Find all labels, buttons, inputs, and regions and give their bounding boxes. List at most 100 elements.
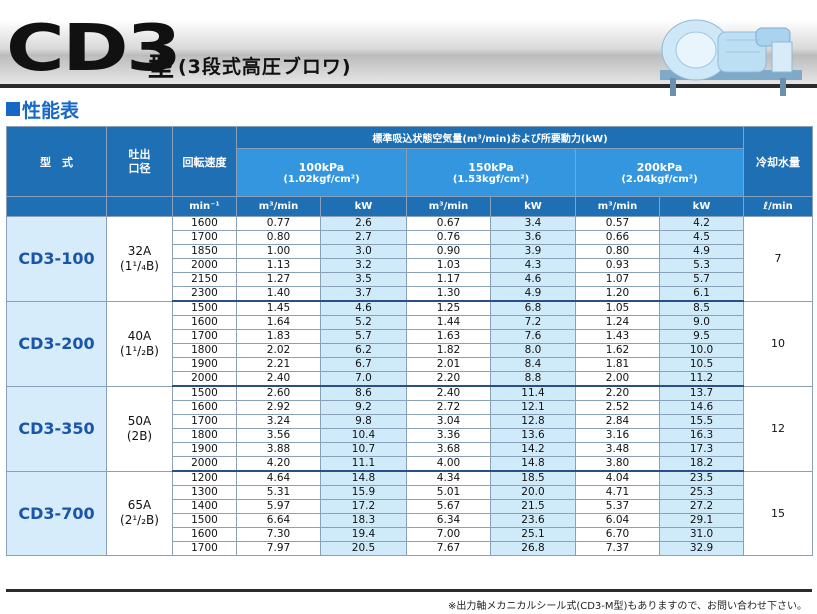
flow-cell: 7.67 xyxy=(406,541,491,556)
power-cell: 7.2 xyxy=(490,315,576,330)
flow-cell: 4.64 xyxy=(236,470,321,486)
power-cell: 8.0 xyxy=(490,343,576,358)
power-cell: 3.5 xyxy=(320,272,407,287)
flow-cell: 2.60 xyxy=(236,385,321,401)
model-description: (3段式高圧ブロワ) xyxy=(178,56,352,78)
speed-cell: 2000 xyxy=(172,258,237,273)
speed-cell: 2300 xyxy=(172,286,237,302)
flow-cell: 3.68 xyxy=(406,442,491,457)
power-cell: 3.7 xyxy=(320,286,407,302)
speed-cell: 1500 xyxy=(172,300,237,316)
flow-cell: 0.80 xyxy=(236,230,321,245)
power-cell: 4.5 xyxy=(658,230,745,245)
power-cell: 25.1 xyxy=(490,527,576,542)
power-cell: 31.0 xyxy=(658,527,745,542)
cooling-water: 10 xyxy=(743,300,814,387)
flow-cell: 1.83 xyxy=(236,329,321,344)
flow-cell: 1.24 xyxy=(575,315,660,330)
table-row: 1700 7.97 20.5 7.67 26.8 7.37 32.9 xyxy=(7,541,813,556)
flow-cell: 4.20 xyxy=(236,456,321,472)
blower-product-image xyxy=(660,19,802,96)
flow-cell: 2.20 xyxy=(406,371,491,387)
flow-cell: 1.82 xyxy=(406,343,491,358)
flow-cell: 6.70 xyxy=(575,527,660,542)
pressure-label: 200kPa xyxy=(636,160,683,174)
power-cell: 29.1 xyxy=(658,513,745,528)
power-cell: 10.0 xyxy=(658,343,745,358)
col-header-model: 型 式 xyxy=(6,126,107,197)
footer-divider xyxy=(6,589,812,592)
col-header-port: 吐出 口径 xyxy=(106,126,173,197)
power-cell: 5.7 xyxy=(658,272,745,287)
flow-cell: 5.67 xyxy=(406,499,491,514)
flow-cell: 3.04 xyxy=(406,414,491,429)
flow-cell: 1.05 xyxy=(575,300,660,316)
power-cell: 16.3 xyxy=(658,428,745,443)
flow-cell: 1.43 xyxy=(575,329,660,344)
flow-cell: 6.04 xyxy=(575,513,660,528)
power-cell: 11.4 xyxy=(490,385,576,401)
power-cell: 10.4 xyxy=(320,428,407,443)
power-cell: 17.2 xyxy=(320,499,407,514)
speed-cell: 1600 xyxy=(172,216,237,231)
flow-cell: 3.24 xyxy=(236,414,321,429)
speed-cell: 1800 xyxy=(172,343,237,358)
banner-divider xyxy=(0,84,817,88)
power-cell: 8.8 xyxy=(490,371,576,387)
power-cell: 6.2 xyxy=(320,343,407,358)
section-square-icon xyxy=(6,102,20,116)
speed-cell: 1700 xyxy=(172,329,237,344)
section-heading: 性能表 xyxy=(6,96,79,122)
power-cell: 3.2 xyxy=(320,258,407,273)
flow-cell: 1.45 xyxy=(236,300,321,316)
flow-cell: 2.20 xyxy=(575,385,660,401)
pressure-header-150: 150kPa (1.53kgf/cm²) xyxy=(406,148,576,197)
port-size: 50A (2B) xyxy=(106,385,173,472)
flow-cell: 1.17 xyxy=(406,272,491,287)
flow-cell: 3.36 xyxy=(406,428,491,443)
flow-cell: 4.00 xyxy=(406,456,491,472)
table-row: CD3-350 50A (2B) 1500 2.60 8.6 2.40 11.4 2.20 13.… xyxy=(6,385,814,472)
flow-cell: 1.13 xyxy=(236,258,321,273)
power-cell: 8.6 xyxy=(320,385,407,401)
power-cell: 6.1 xyxy=(658,286,745,302)
footnote: ※出力軸メカニカルシール式(CD3-M型)もありますので、お問い合わせ下さい。 xyxy=(447,601,807,612)
power-cell: 4.9 xyxy=(490,286,576,302)
power-cell: 13.6 xyxy=(490,428,576,443)
table-row: 2300 1.40 3.7 1.30 4.9 1.20 6.1 xyxy=(7,286,813,302)
flow-cell: 2.84 xyxy=(575,414,660,429)
flow-cell: 4.71 xyxy=(575,485,660,500)
power-cell: 12.8 xyxy=(490,414,576,429)
table-row: 1300 5.31 15.9 5.01 20.0 4.71 25.3 xyxy=(7,485,813,500)
performance-table-body: CD3-100 32A (1¹/₄B) 1600 0.77 2.6 0.67 3.4 0.57 4… xyxy=(6,216,814,556)
speed-cell: 1200 xyxy=(172,470,237,486)
power-cell: 18.3 xyxy=(320,513,407,528)
header-banner: CD3 型 (3段式高圧ブロワ) xyxy=(0,0,817,96)
power-cell: 14.6 xyxy=(658,400,745,415)
flow-cell: 4.04 xyxy=(575,470,660,486)
port-size: 40A (1¹/₂B) xyxy=(106,300,173,387)
flow-cell: 2.40 xyxy=(236,371,321,387)
flow-cell: 2.92 xyxy=(236,400,321,415)
flow-cell: 2.01 xyxy=(406,357,491,372)
power-cell: 14.2 xyxy=(490,442,576,457)
table-row: 2000 1.13 3.2 1.03 4.3 0.93 5.3 xyxy=(7,258,813,273)
flow-cell: 5.01 xyxy=(406,485,491,500)
unit-flow: m³/min xyxy=(236,196,321,217)
unit-kw: kW xyxy=(658,196,745,217)
port-size: 32A (1¹/₄B) xyxy=(106,216,173,302)
power-cell: 2.7 xyxy=(320,230,407,245)
cooling-water: 7 xyxy=(743,216,814,302)
power-cell: 10.7 xyxy=(320,442,407,457)
power-cell: 21.5 xyxy=(490,499,576,514)
flow-cell: 1.81 xyxy=(575,357,660,372)
flow-cell: 0.93 xyxy=(575,258,660,273)
power-cell: 3.4 xyxy=(490,216,576,231)
flow-cell: 5.37 xyxy=(575,499,660,514)
model-suffix: 型 xyxy=(148,53,175,83)
flow-cell: 2.52 xyxy=(575,400,660,415)
speed-cell: 1700 xyxy=(172,541,237,556)
power-cell: 9.8 xyxy=(320,414,407,429)
power-cell: 18.2 xyxy=(658,456,745,472)
power-cell: 18.5 xyxy=(490,470,576,486)
